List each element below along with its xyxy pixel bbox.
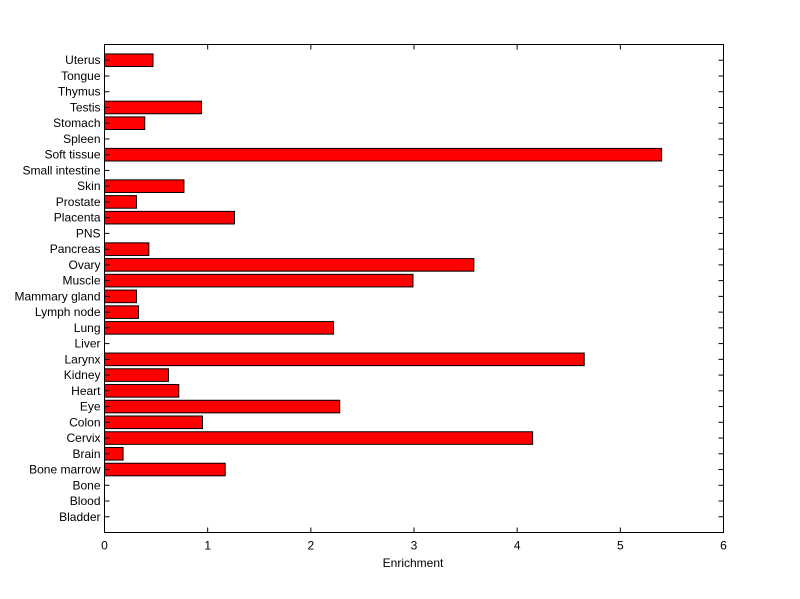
y-tick-label-prostate: Prostate (56, 195, 101, 209)
x-tick-label-3: 3 (411, 539, 418, 553)
x-tick-label-0: 0 (101, 539, 108, 553)
y-tick-label-cervix: Cervix (66, 431, 100, 445)
y-tick-label-liver: Liver (74, 337, 100, 351)
y-tick-label-bladder: Bladder (59, 510, 100, 524)
y-tick-label-small-intestine: Small intestine (22, 163, 100, 177)
y-tick-label-larynx: Larynx (64, 352, 100, 366)
bar-uterus (104, 53, 154, 68)
y-tick-label-heart: Heart (71, 384, 101, 398)
x-tick-label-6: 6 (720, 539, 727, 553)
x-tick-label-2: 2 (307, 539, 314, 553)
y-tick-label-spleen: Spleen (63, 132, 100, 146)
y-tick-label-testis: Testis (70, 100, 101, 114)
bar-eye (104, 399, 341, 414)
bar-muscle (104, 273, 414, 288)
y-tick-label-lung: Lung (74, 321, 101, 335)
y-tick-label-colon: Colon (69, 415, 100, 429)
y-tick-label-thymus: Thymus (58, 85, 101, 99)
bar-heart (104, 384, 180, 398)
y-tick-label-skin: Skin (77, 179, 100, 193)
bar-lymph-node (104, 305, 140, 319)
bar-pancreas (104, 242, 150, 256)
ticks-layer (104, 44, 724, 533)
bar-lung (104, 321, 335, 335)
bar-testis (104, 100, 202, 115)
y-tick-label-soft-tissue: Soft tissue (44, 148, 100, 162)
bar-placenta (104, 210, 235, 225)
bar-ovary (104, 258, 475, 272)
bar-bone-marrow (104, 462, 226, 477)
y-tick-label-muscle: Muscle (62, 274, 100, 288)
y-tick-label-ovary: Ovary (68, 258, 100, 272)
y-tick-label-uterus: Uterus (65, 53, 100, 67)
y-tick-label-pancreas: Pancreas (50, 242, 101, 256)
x-tick-label-4: 4 (514, 539, 521, 553)
y-tick-label-stomach: Stomach (53, 116, 100, 130)
bar-cervix (104, 431, 534, 445)
y-tick-label-tongue: Tongue (61, 69, 101, 83)
y-tick-label-mammary-gland: Mammary gland (14, 289, 100, 303)
bar-colon (104, 415, 204, 430)
x-axis-title: Enrichment (383, 556, 444, 570)
y-tick-label-kidney: Kidney (64, 368, 101, 382)
bar-soft-tissue (104, 147, 663, 162)
y-tick-label-bone: Bone (72, 478, 100, 492)
y-tick-label-eye: Eye (80, 400, 101, 414)
x-tick-label-5: 5 (617, 539, 624, 553)
y-tick-label-bone-marrow: Bone marrow (29, 463, 101, 477)
bar-skin (104, 179, 185, 193)
y-tick-label-pns: PNS (76, 226, 101, 240)
bar-stomach (104, 116, 146, 131)
y-tick-label-blood: Blood (70, 494, 101, 508)
y-tick-label-placenta: Placenta (54, 211, 101, 225)
x-tick-label-1: 1 (204, 539, 211, 553)
y-tick-label-lymph-node: Lymph node (35, 305, 101, 319)
bar-kidney (104, 368, 169, 382)
bars-layer (104, 53, 663, 477)
y-tick-label-brain: Brain (72, 447, 100, 461)
plot-frame (104, 44, 724, 533)
bar-larynx (104, 352, 585, 367)
